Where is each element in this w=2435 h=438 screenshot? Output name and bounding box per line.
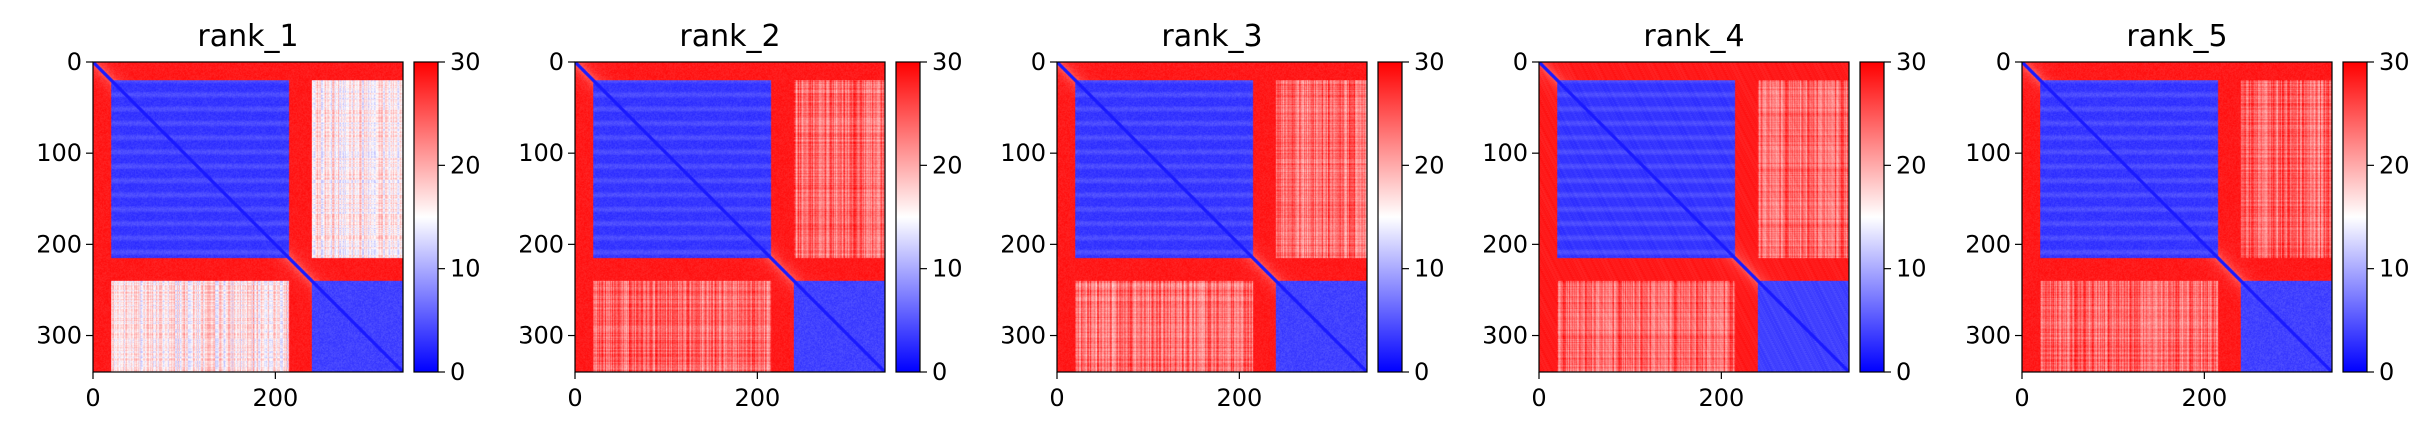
- heatmap-image: [2022, 62, 2332, 372]
- colorbar-tick-label: 30: [932, 48, 963, 76]
- colorbar-tick-label: 20: [932, 151, 963, 179]
- panel-3: rank_3 0 100 200 300 0 200 0 10 20 30: [1000, 19, 1444, 412]
- heatmap-image: [1539, 62, 1849, 372]
- colorbar-tick-label: 10: [450, 255, 481, 283]
- colorbar-tick-label: 0: [1414, 358, 1429, 386]
- colorbar: [1378, 62, 1402, 372]
- colorbar: [1860, 62, 1884, 372]
- colorbar-tick-label: 10: [2379, 255, 2410, 283]
- y-tick-label: 200: [1965, 230, 2011, 258]
- y-tick-label: 0: [1513, 48, 1528, 76]
- x-tick-label: 0: [567, 384, 582, 412]
- y-tick-label: 0: [1031, 48, 1046, 76]
- colorbar-tick-label: 30: [1414, 48, 1445, 76]
- x-tick-label: 0: [1049, 384, 1064, 412]
- panel-1: rank_1 0 100 200 300 0 200 0 10 20 30: [36, 19, 480, 412]
- x-tick-label: 200: [1216, 384, 1262, 412]
- colorbar-tick-label: 0: [1896, 358, 1911, 386]
- colorbar-tick-label: 10: [1414, 255, 1445, 283]
- colorbar-tick-label: 0: [450, 358, 465, 386]
- y-tick-label: 200: [1482, 230, 1528, 258]
- y-tick-label: 200: [36, 230, 82, 258]
- panel-2: rank_2 0 100 200 300 0 200 0 10 20 30: [518, 19, 962, 412]
- y-tick-label: 200: [518, 230, 564, 258]
- colorbar-tick-label: 30: [1896, 48, 1927, 76]
- colorbar-tick-label: 30: [450, 48, 481, 76]
- y-tick-label: 0: [67, 48, 82, 76]
- x-tick-label: 0: [2014, 384, 2029, 412]
- panel-4: rank_4 0 100 200 300 0 200 0 10 20 30: [1482, 19, 1926, 412]
- y-tick-label: 100: [518, 139, 564, 167]
- colorbar-tick-label: 0: [932, 358, 947, 386]
- heatmap-image: [1057, 62, 1367, 372]
- x-tick-label: 200: [2181, 384, 2227, 412]
- x-tick-label: 200: [734, 384, 780, 412]
- heatmap-image: [93, 62, 403, 372]
- colorbar-tick-label: 10: [932, 255, 963, 283]
- y-tick-label: 0: [1996, 48, 2011, 76]
- y-tick-label: 200: [1000, 230, 1046, 258]
- heatmap-image: [575, 62, 885, 372]
- colorbar: [896, 62, 920, 372]
- y-tick-label: 300: [518, 322, 564, 350]
- x-tick-label: 200: [252, 384, 298, 412]
- panel-title: rank_3: [1161, 19, 1262, 54]
- colorbar-tick-label: 20: [1414, 151, 1445, 179]
- y-tick-label: 300: [1482, 322, 1528, 350]
- panel-title: rank_2: [679, 19, 780, 54]
- y-tick-label: 100: [1482, 139, 1528, 167]
- y-tick-label: 100: [1965, 139, 2011, 167]
- x-tick-label: 0: [1531, 384, 1546, 412]
- colorbar-tick-label: 20: [450, 151, 481, 179]
- colorbar-tick-label: 20: [1896, 151, 1927, 179]
- colorbar: [414, 62, 438, 372]
- colorbar: [2343, 62, 2367, 372]
- colorbar-tick-label: 30: [2379, 48, 2410, 76]
- y-tick-label: 0: [549, 48, 564, 76]
- panel-5: rank_5 0 100 200 300 0 200 0 10 20 30: [1965, 19, 2409, 412]
- panel-title: rank_5: [2126, 19, 2227, 54]
- y-tick-label: 100: [1000, 139, 1046, 167]
- y-tick-label: 300: [36, 322, 82, 350]
- y-tick-label: 300: [1000, 322, 1046, 350]
- panel-title: rank_4: [1643, 19, 1744, 54]
- colorbar-tick-label: 10: [1896, 255, 1927, 283]
- x-tick-label: 0: [85, 384, 100, 412]
- y-tick-label: 300: [1965, 322, 2011, 350]
- colorbar-tick-label: 20: [2379, 151, 2410, 179]
- x-tick-label: 200: [1698, 384, 1744, 412]
- colorbar-tick-label: 0: [2379, 358, 2394, 386]
- y-tick-label: 100: [36, 139, 82, 167]
- panel-title: rank_1: [197, 19, 298, 54]
